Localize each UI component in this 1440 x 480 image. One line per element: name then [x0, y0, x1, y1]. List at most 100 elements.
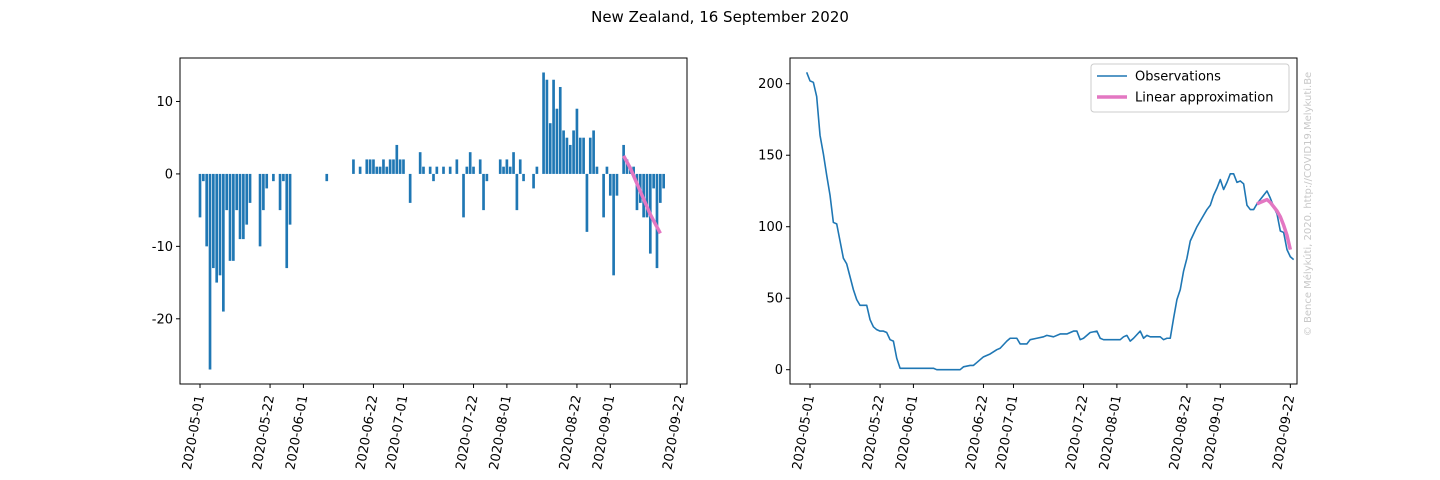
- y-tick-label: 100: [758, 220, 783, 235]
- bar: [358, 166, 362, 174]
- bar: [472, 166, 475, 174]
- bar: [482, 173, 485, 211]
- x-tick-label: 2020-09-22: [660, 394, 688, 471]
- x-tick-label: 2020-06-01: [283, 394, 311, 471]
- bar: [542, 72, 545, 174]
- y-tick-label: 50: [766, 292, 783, 307]
- legend-box: [1090, 63, 1290, 113]
- bar: [602, 173, 605, 218]
- bar: [532, 173, 535, 189]
- bar: [235, 173, 239, 211]
- right-chart: 2020-05-01 2020-05-22 2020-06-01 2020-06-22…: [758, 57, 1298, 471]
- bar: [262, 173, 265, 211]
- legend-label: Linear approximation: [1135, 91, 1273, 106]
- x-tick-label: 2020-08-01: [487, 394, 515, 471]
- bar: [352, 159, 355, 174]
- bar: [632, 166, 635, 174]
- bar: [225, 173, 229, 211]
- bar: [198, 173, 202, 218]
- bar: [372, 159, 375, 174]
- bar: [572, 130, 575, 174]
- figure-title: New Zealand, 16 September 2020: [591, 8, 849, 26]
- bar: [395, 144, 399, 174]
- bar: [398, 159, 402, 174]
- bar: [202, 173, 205, 182]
- bar: [575, 108, 579, 174]
- x-tick-label: 2020-06-22: [964, 394, 992, 471]
- bar: [535, 166, 539, 174]
- bar: [545, 79, 549, 174]
- legend: Observations Linear approximation: [1090, 63, 1290, 113]
- bar: [592, 130, 595, 174]
- y-tick-label: -10: [152, 240, 173, 255]
- bar: [232, 173, 235, 261]
- bar: [285, 173, 289, 269]
- bar: [222, 173, 225, 312]
- bar: [428, 166, 432, 174]
- bar: [505, 159, 509, 174]
- bar: [548, 123, 552, 174]
- observations-line: [805, 72, 1295, 371]
- bar: [652, 173, 655, 189]
- bar: [655, 173, 659, 269]
- bar: [402, 159, 405, 174]
- bar: [205, 173, 209, 247]
- bar: [388, 159, 392, 174]
- x-tick-label: 2020-09-01: [590, 394, 618, 471]
- bar: [502, 166, 505, 174]
- bar: [282, 173, 285, 182]
- bar: [212, 173, 215, 269]
- bar: [555, 108, 559, 174]
- bar: [278, 173, 282, 211]
- x-tick-label: 2020-07-22: [1064, 394, 1092, 471]
- bar: [608, 173, 612, 196]
- bar: [468, 152, 472, 174]
- bar: [498, 159, 502, 174]
- bar: [455, 159, 459, 174]
- bar: [378, 166, 382, 174]
- bar: [662, 173, 665, 189]
- y-tick-label: 150: [758, 149, 783, 164]
- bar: [408, 173, 412, 203]
- y-tick-label: 10: [156, 95, 173, 110]
- y-tick-label: 200: [758, 77, 783, 92]
- legend-label: Observations: [1135, 70, 1221, 85]
- bar: [442, 166, 445, 174]
- bar: [448, 166, 452, 174]
- bar: [478, 159, 482, 174]
- bar: [518, 159, 522, 174]
- y-tick-label: 0: [775, 363, 783, 378]
- bar: [588, 137, 592, 174]
- plot-frame: [179, 57, 688, 385]
- x-tick-label: 2020-05-22: [860, 394, 888, 471]
- bar: [245, 173, 249, 225]
- bar: [422, 166, 425, 174]
- y-tick-label: -20: [152, 312, 173, 327]
- bar: [325, 173, 329, 182]
- bar: [238, 173, 242, 240]
- x-tick-label: 2020-05-01: [180, 394, 208, 471]
- bar: [612, 173, 615, 276]
- bar: [242, 173, 245, 240]
- bar: [465, 166, 469, 174]
- bar: [208, 173, 212, 370]
- bar: [645, 173, 649, 218]
- bar: [585, 173, 589, 232]
- x-tick-label: 2020-05-01: [790, 394, 818, 471]
- watermark-text: © Bence Mélykúti, 2020. http://COVID19.M…: [1302, 72, 1314, 336]
- bar: [382, 159, 385, 174]
- bar: [558, 86, 562, 174]
- x-tick-label: 2020-07-01: [384, 394, 412, 471]
- bar: [658, 173, 662, 203]
- bar: [218, 173, 222, 276]
- bar: [512, 152, 515, 174]
- bar: [368, 159, 372, 174]
- bar: [375, 166, 379, 174]
- bar: [515, 173, 519, 211]
- plot-frame: [789, 57, 1298, 385]
- linear-approximation-line: [1256, 197, 1293, 250]
- bar: [522, 173, 525, 182]
- bar: [508, 166, 512, 174]
- x-tick-label: 2020-05-22: [250, 394, 278, 471]
- bar: [565, 137, 569, 174]
